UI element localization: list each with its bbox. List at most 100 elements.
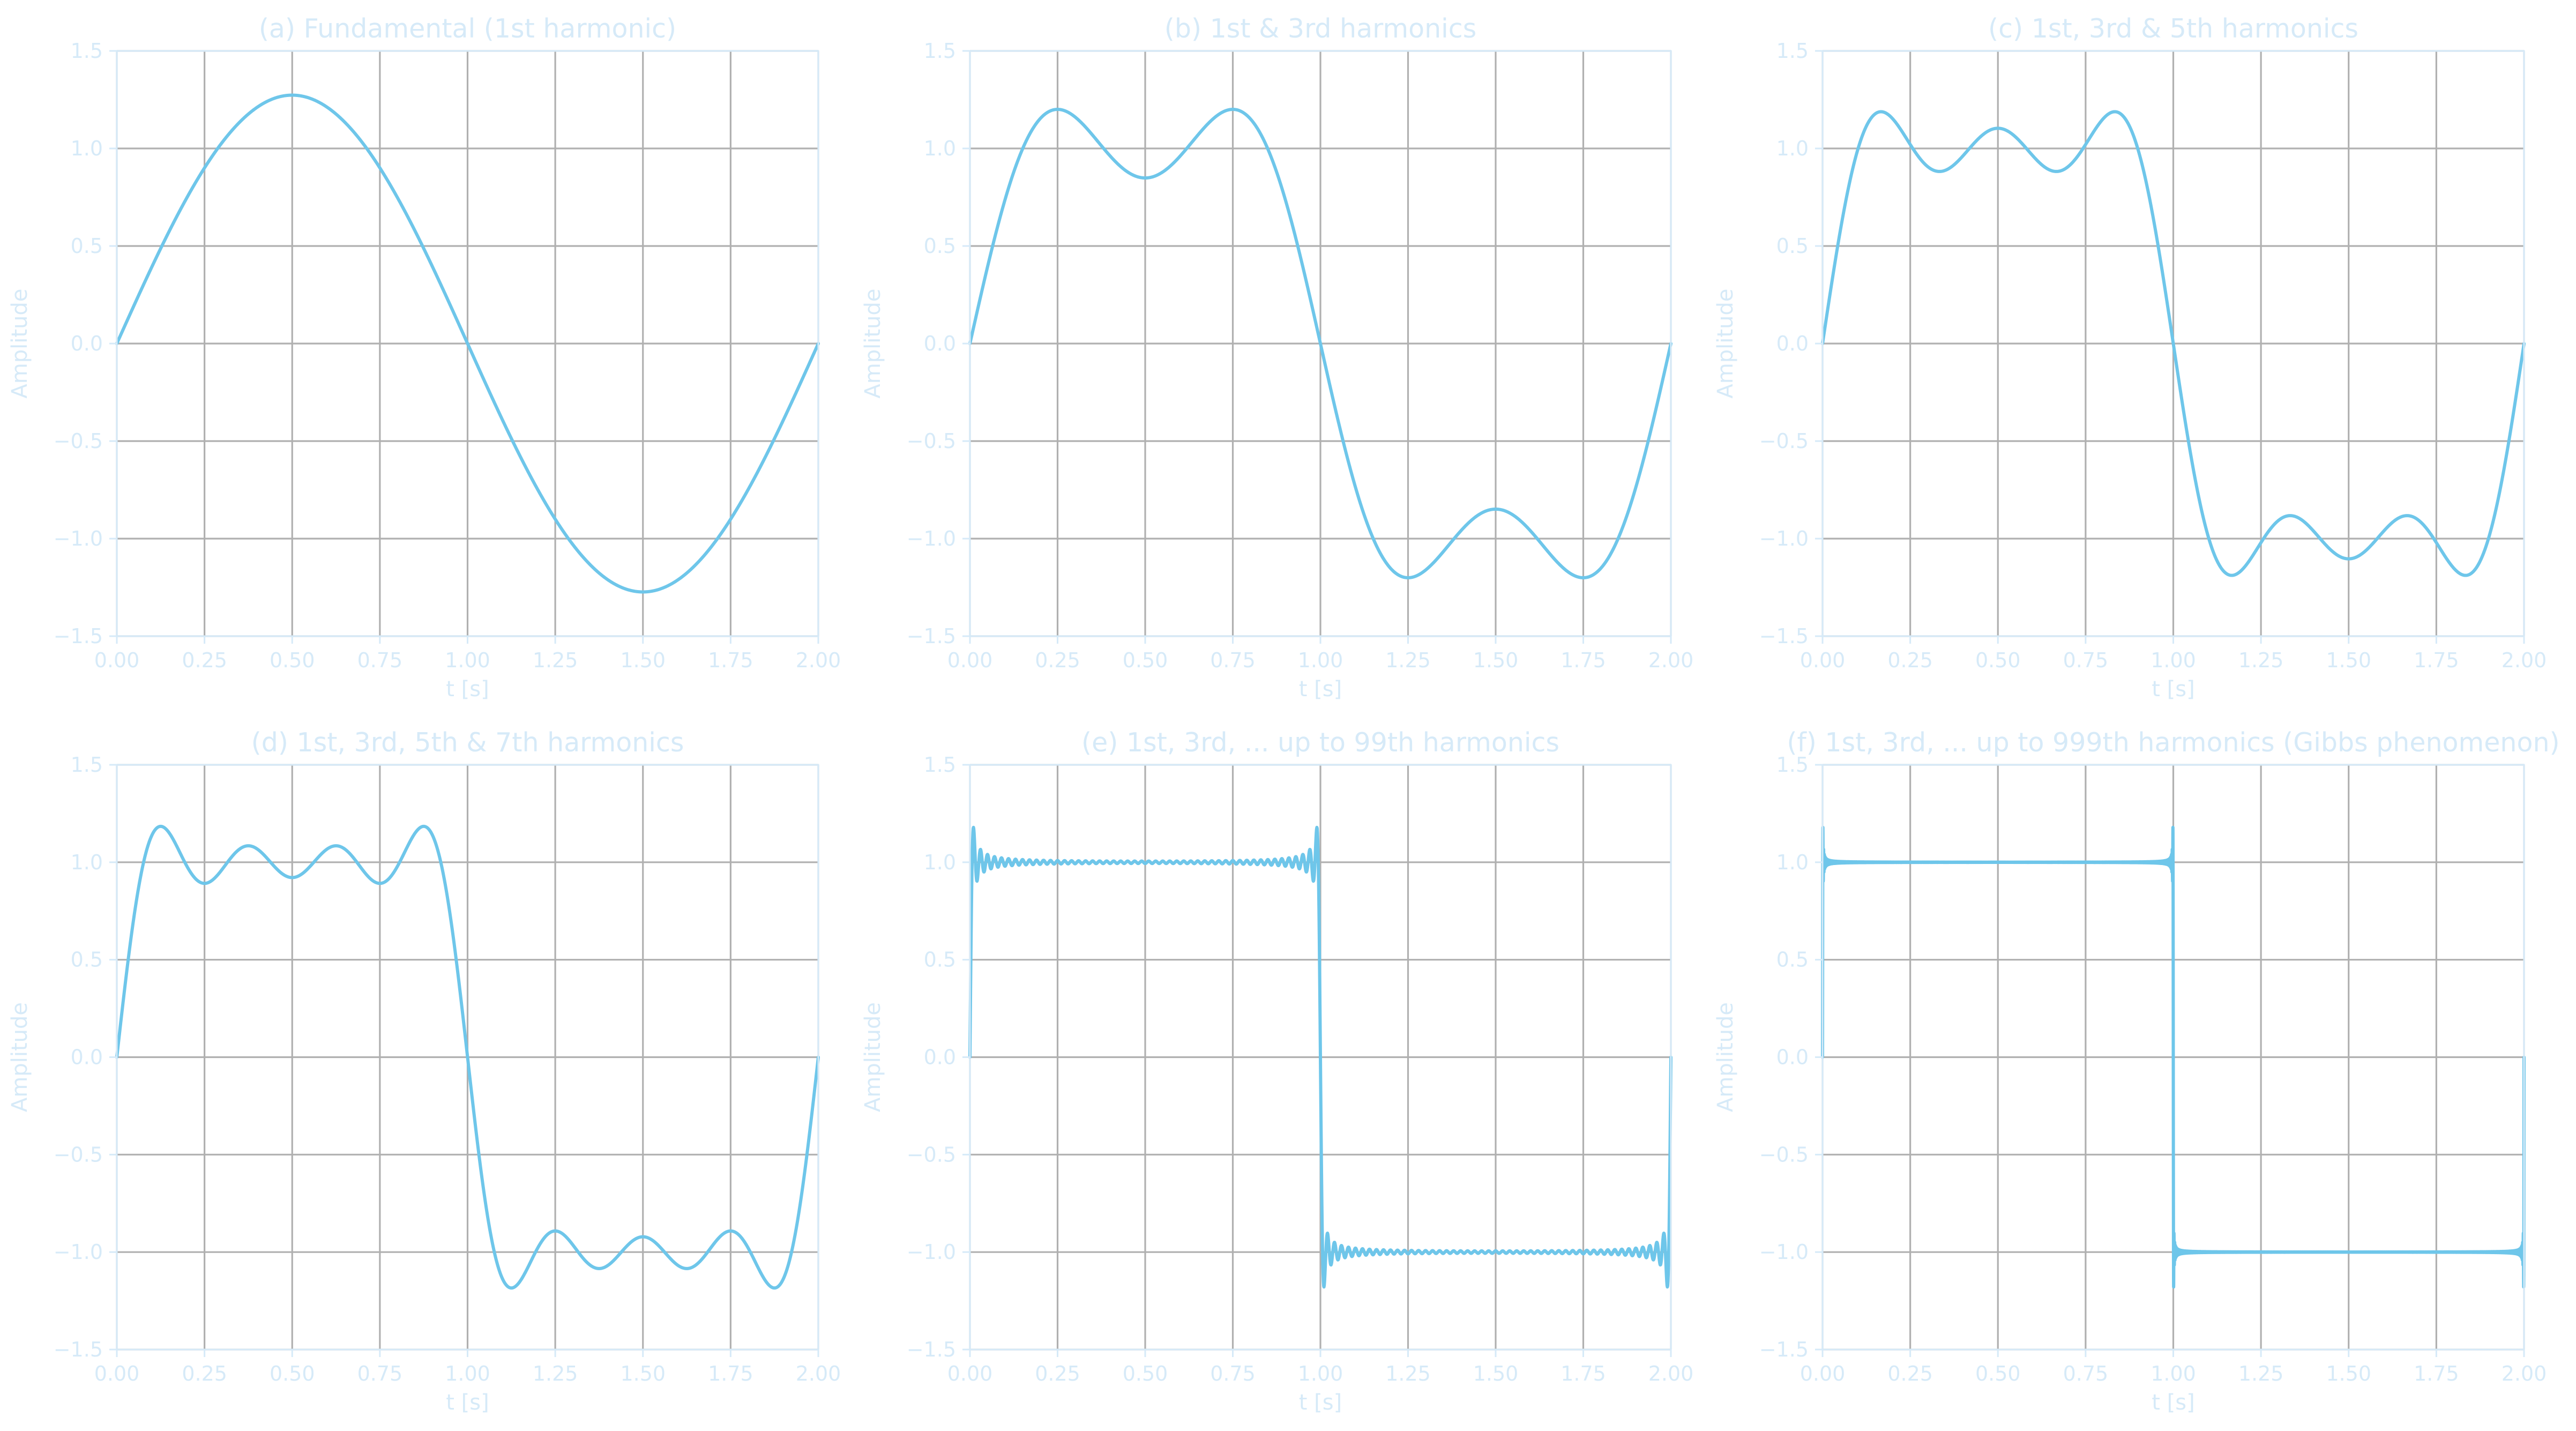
x-tick-label: 0.50 (1975, 1362, 2021, 1385)
y-tick-label: 1.5 (924, 753, 956, 777)
x-tick-label: 0.00 (947, 649, 993, 672)
x-tick-label: 0.25 (182, 649, 227, 672)
y-tick-label: −1.5 (1759, 624, 1809, 648)
y-tick-label: 1.0 (71, 137, 103, 160)
y-axis-label: Amplitude (861, 1002, 885, 1112)
x-tick-label: 0.75 (357, 1362, 403, 1385)
x-tick-label: 1.25 (2238, 1362, 2284, 1385)
x-tick-label: 0.25 (182, 1362, 227, 1385)
subplot-title: (a) Fundamental (1st harmonic) (259, 13, 676, 44)
x-tick-label: 0.50 (270, 1362, 315, 1385)
subplot-a: 0.00 0.25 0.50 0.75 1.00 1.25 1.50 1.75 2.00 −1.5… (8, 13, 841, 702)
y-tick-label: −0.5 (54, 1143, 103, 1166)
x-tick-label: 2.00 (2502, 1362, 2547, 1385)
x-tick-label: 0.50 (1975, 649, 2021, 672)
y-tick-label: 1.5 (1776, 39, 1809, 63)
y-tick-label: 0.5 (71, 234, 103, 258)
y-tick-label: −1.5 (1759, 1338, 1809, 1361)
y-tick-label: −0.5 (1759, 1143, 1809, 1166)
y-axis-label: Amplitude (1713, 1002, 1738, 1112)
x-tick-label: 1.50 (620, 649, 666, 672)
x-axis-label: t [s] (2152, 1390, 2194, 1415)
x-tick-label: 1.25 (1385, 649, 1431, 672)
y-tick-label: 0.0 (71, 1046, 103, 1069)
x-tick-label: 1.50 (1473, 649, 1519, 672)
x-tick-label: 0.25 (1035, 649, 1080, 672)
subplot-title: (e) 1st, 3rd, ... up to 99th harmonics (1081, 727, 1559, 758)
y-tick-label: −1.0 (54, 1240, 103, 1264)
x-tick-label: 2.00 (796, 1362, 841, 1385)
y-tick-label: −0.5 (54, 429, 103, 453)
y-tick-label: 0.0 (924, 1046, 956, 1069)
subplot-b: 0.00 0.25 0.50 0.75 1.00 1.25 1.50 1.75 2.00 −1.5… (861, 13, 1693, 702)
subplot-title: (b) 1st & 3rd harmonics (1164, 13, 1477, 44)
y-tick-label: 1.5 (1776, 753, 1809, 777)
y-tick-label: 1.0 (924, 851, 956, 874)
x-tick-label: 1.75 (708, 649, 753, 672)
x-tick-label: 1.25 (533, 1362, 578, 1385)
x-tick-label: 0.00 (94, 1362, 140, 1385)
y-axis-label: Amplitude (8, 1002, 32, 1112)
x-tick-label: 1.00 (445, 1362, 490, 1385)
y-tick-label: −1.0 (1759, 527, 1809, 550)
x-axis-label: t [s] (446, 1390, 489, 1415)
y-tick-label: −1.0 (54, 527, 103, 550)
x-tick-label: 0.50 (270, 649, 315, 672)
x-tick-label: 1.50 (2326, 649, 2371, 672)
x-tick-label: 1.75 (2414, 649, 2459, 672)
x-tick-label: 2.00 (1648, 649, 1694, 672)
subplot-d: 0.00 0.25 0.50 0.75 1.00 1.25 1.50 1.75 2.00 −1.5… (8, 727, 841, 1415)
y-tick-label: −0.5 (1759, 429, 1809, 453)
x-tick-label: 1.75 (1560, 1362, 1606, 1385)
y-tick-label: 1.5 (71, 753, 103, 777)
x-axis-label: t [s] (2152, 677, 2194, 702)
y-tick-label: −1.5 (54, 624, 103, 648)
y-tick-label: −1.5 (907, 1338, 956, 1361)
x-tick-label: 0.75 (1210, 1362, 1256, 1385)
subplot-title: (f) 1st, 3rd, ... up to 999th harmonics … (1787, 727, 2559, 758)
y-tick-label: −1.5 (907, 624, 956, 648)
x-tick-label: 1.00 (2151, 649, 2196, 672)
x-tick-label: 1.50 (1473, 1362, 1519, 1385)
y-tick-label: 0.5 (924, 948, 956, 972)
x-tick-label: 1.50 (2326, 1362, 2371, 1385)
x-tick-label: 0.75 (357, 649, 403, 672)
y-axis-label: Amplitude (1713, 289, 1738, 399)
y-tick-label: −1.0 (907, 1240, 956, 1264)
series-line (1821, 825, 2526, 1289)
x-tick-label: 0.50 (1123, 1362, 1168, 1385)
y-tick-label: 1.0 (924, 137, 956, 160)
y-tick-label: 0.5 (71, 948, 103, 972)
x-tick-label: 1.00 (2151, 1362, 2196, 1385)
y-axis-label: Amplitude (8, 289, 32, 399)
y-tick-label: −0.5 (907, 1143, 956, 1166)
x-tick-label: 0.25 (1035, 1362, 1080, 1385)
series-line (1821, 110, 2526, 577)
x-tick-label: 0.75 (1210, 649, 1256, 672)
y-tick-label: 1.0 (71, 851, 103, 874)
subplot-e: 0.00 0.25 0.50 0.75 1.00 1.25 1.50 1.75 2.00 −1.5… (861, 727, 1693, 1415)
series-line (968, 825, 1672, 1289)
y-tick-label: 1.5 (924, 39, 956, 63)
y-tick-label: 0.0 (1776, 332, 1809, 355)
y-tick-label: 0.5 (1776, 234, 1809, 258)
y-tick-label: 0.0 (924, 332, 956, 355)
x-tick-label: 0.75 (2063, 1362, 2109, 1385)
x-tick-label: 0.25 (1887, 649, 1933, 672)
subplot-title: (d) 1st, 3rd, 5th & 7th harmonics (251, 727, 684, 758)
x-tick-label: 1.25 (2238, 649, 2284, 672)
x-axis-label: t [s] (446, 677, 489, 702)
x-tick-label: 1.00 (1298, 1362, 1343, 1385)
y-tick-label: 0.5 (1776, 948, 1809, 972)
y-tick-label: 0.5 (924, 234, 956, 258)
x-tick-label: 2.00 (2502, 649, 2547, 672)
x-tick-label: 2.00 (796, 649, 841, 672)
x-tick-label: 0.00 (1800, 649, 1846, 672)
y-tick-label: 0.0 (1776, 1046, 1809, 1069)
y-tick-label: −0.5 (907, 429, 956, 453)
x-tick-label: 1.25 (1385, 1362, 1431, 1385)
x-tick-label: 0.50 (1123, 649, 1168, 672)
x-tick-label: 1.00 (445, 649, 490, 672)
subplot-title: (c) 1st, 3rd & 5th harmonics (1988, 13, 2358, 44)
